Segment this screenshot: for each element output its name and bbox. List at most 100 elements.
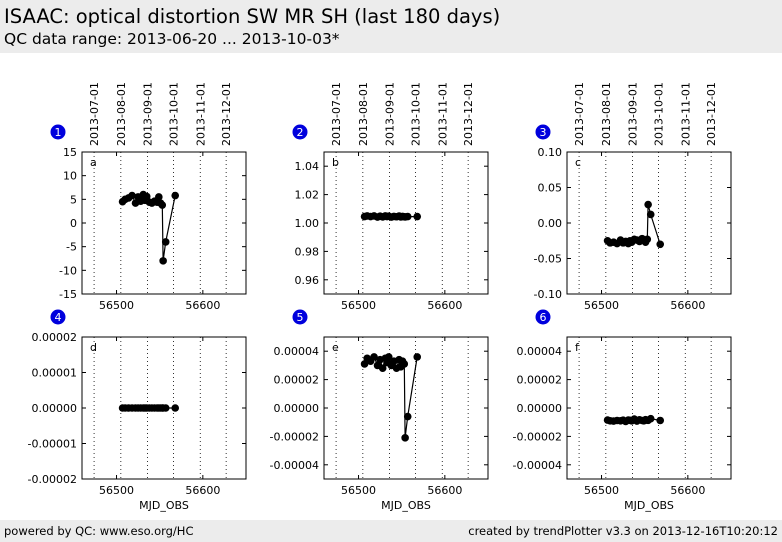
y-tick-label: -0.10 bbox=[534, 288, 562, 301]
y-tick-label: -0.00002 bbox=[28, 473, 77, 486]
data-point bbox=[400, 360, 409, 368]
y-tick-label: 0.00004 bbox=[517, 345, 563, 358]
y-tick-label: 0.00000 bbox=[517, 402, 563, 415]
y-tick-label: -0.00001 bbox=[28, 438, 77, 451]
y-tick-label: 0.00004 bbox=[274, 345, 320, 358]
y-tick-label: -0.05 bbox=[534, 253, 562, 266]
y-tick-label: 0.00001 bbox=[32, 367, 78, 380]
panel-badge-number: 5 bbox=[297, 311, 304, 324]
panel-letter: b bbox=[332, 156, 339, 169]
data-point bbox=[646, 414, 655, 423]
x-tick-label: 56600 bbox=[670, 484, 705, 497]
panel-badge bbox=[50, 309, 66, 325]
data-point bbox=[378, 364, 387, 373]
date-tick-label: 2013-09-01 bbox=[142, 82, 155, 146]
x-tick-label: 56600 bbox=[670, 299, 705, 312]
date-tick-label: 2013-11-01 bbox=[679, 82, 692, 146]
page-title: ISAAC: optical distortion SW MR SH (last… bbox=[4, 5, 501, 28]
date-tick-label: 2013-08-01 bbox=[600, 82, 613, 146]
x-axis-label: MJD_OBS bbox=[624, 499, 674, 512]
panel-badge bbox=[535, 309, 551, 325]
data-point bbox=[171, 404, 180, 412]
panel-letter: f bbox=[575, 341, 580, 354]
panel-badge-number: 1 bbox=[55, 126, 62, 139]
panel-badge-number: 6 bbox=[540, 311, 547, 324]
data-point bbox=[370, 353, 378, 361]
data-point bbox=[360, 360, 369, 368]
date-tick-label: 2013-12-01 bbox=[220, 82, 233, 146]
y-tick-label: -10 bbox=[59, 264, 77, 277]
y-tick-label: 0.00000 bbox=[274, 402, 320, 415]
date-tick-label: 2013-11-01 bbox=[436, 82, 449, 146]
panel-badge bbox=[50, 124, 66, 140]
date-tick-label: 2013-10-01 bbox=[167, 82, 180, 146]
header-bar: ISAAC: optical distortion SW MR SH (last… bbox=[0, 0, 782, 53]
x-tick-label: 56500 bbox=[341, 299, 376, 312]
footer-created: created by trendPlotter v3.3 on 2013-12-… bbox=[468, 524, 778, 538]
data-point bbox=[646, 210, 655, 219]
chart-panel-b: 2013-07-01 2013-08-01 2013-09-01 2013-10-01… bbox=[292, 82, 489, 312]
panel-letter: e bbox=[332, 341, 339, 354]
x-axis-label: MJD_OBS bbox=[139, 499, 189, 512]
y-tick-label: -15 bbox=[59, 288, 77, 301]
x-tick-label: 56500 bbox=[99, 299, 134, 312]
y-tick-label: 0 bbox=[70, 217, 77, 230]
data-point bbox=[403, 212, 412, 221]
plot-frame bbox=[323, 151, 489, 295]
y-tick-label: 0.96 bbox=[295, 274, 320, 287]
chart-panel-f: 0.00004 0.00002 0.00000 -0.00002 -0.00004 565… bbox=[513, 309, 732, 512]
date-tick-label: 2013-12-01 bbox=[705, 82, 718, 146]
date-tick-label: 2013-12-01 bbox=[462, 82, 475, 146]
date-tick-label: 2013-11-01 bbox=[194, 82, 207, 146]
chart-panel-a: 2013-07-01 2013-08-01 2013-09-01 2013-10-01… bbox=[50, 82, 247, 312]
y-tick-label: 1.04 bbox=[295, 160, 320, 173]
data-point bbox=[644, 200, 652, 209]
date-tick-label: 2013-07-01 bbox=[330, 82, 343, 146]
data-point bbox=[161, 238, 170, 246]
y-tick-label: 0.98 bbox=[295, 245, 320, 258]
data-point bbox=[171, 191, 180, 200]
y-tick-label: 0.10 bbox=[538, 146, 563, 159]
x-tick-label: 56500 bbox=[99, 484, 134, 497]
data-point bbox=[159, 257, 167, 265]
x-tick-label: 56500 bbox=[584, 299, 619, 312]
y-tick-label: 15 bbox=[63, 146, 77, 159]
data-point bbox=[401, 434, 409, 442]
plot-frame bbox=[566, 336, 732, 480]
date-tick-label: 2013-09-01 bbox=[384, 82, 397, 146]
x-tick-label: 56500 bbox=[584, 484, 619, 497]
data-point bbox=[128, 191, 136, 200]
data-point bbox=[158, 201, 167, 209]
date-tick-label: 2013-08-01 bbox=[115, 82, 128, 146]
y-tick-label: 10 bbox=[63, 170, 77, 183]
y-tick-label: -0.00004 bbox=[513, 459, 562, 472]
panel-letter: d bbox=[90, 341, 97, 354]
x-axis-label: MJD_OBS bbox=[381, 499, 431, 512]
y-tick-label: 0.00002 bbox=[274, 374, 320, 387]
data-point bbox=[155, 193, 163, 201]
y-tick-label: 0.00002 bbox=[32, 331, 78, 344]
date-tick-label: 2013-07-01 bbox=[573, 82, 586, 146]
data-point bbox=[413, 212, 422, 221]
footer-credit: powered by QC: www.eso.org/HC bbox=[4, 524, 194, 538]
panel-badge bbox=[292, 124, 308, 140]
chart-panel-c: 2013-07-01 2013-08-01 2013-09-01 2013-10-01… bbox=[534, 82, 732, 312]
data-point bbox=[403, 412, 412, 421]
date-tick-label: 2013-10-01 bbox=[409, 82, 422, 146]
data-point bbox=[142, 192, 151, 201]
chart-panel-d: 0.00002 0.00001 0.00000 -0.00001 -0.00002 565… bbox=[28, 309, 247, 512]
panel-letter: c bbox=[575, 156, 581, 169]
date-tick-label: 2013-08-01 bbox=[357, 82, 370, 146]
plots-canvas: 2013-07-01 2013-08-01 2013-09-01 2013-10-01… bbox=[28, 82, 732, 512]
x-tick-label: 56500 bbox=[341, 484, 376, 497]
chart-panel-e: 0.00004 0.00002 0.00000 -0.00002 -0.00004 565… bbox=[270, 309, 489, 512]
panel-badge-number: 2 bbox=[297, 126, 304, 139]
y-tick-label: 0.00 bbox=[538, 217, 563, 230]
data-point bbox=[656, 240, 665, 249]
date-tick-label: 2013-07-01 bbox=[88, 82, 101, 146]
date-tick-label: 2013-10-01 bbox=[652, 82, 665, 146]
y-tick-label: 5 bbox=[70, 193, 77, 206]
data-point bbox=[643, 235, 652, 244]
plot-frame bbox=[323, 336, 489, 480]
data-point bbox=[413, 353, 422, 361]
